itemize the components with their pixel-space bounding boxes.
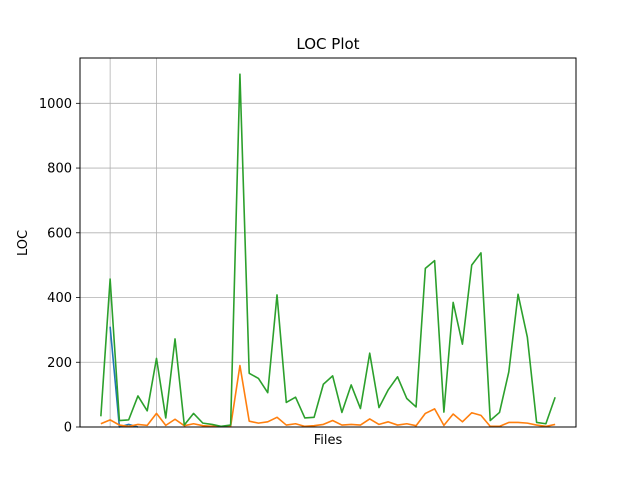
y-tick-label: 200 [47, 356, 72, 371]
y-axis-ticks: 0 200 400 600 800 1000 [39, 97, 80, 436]
series-3-line [100, 73, 556, 428]
y-tick-label: 1000 [39, 97, 72, 112]
series-lines [100, 73, 556, 428]
series-2-line [100, 364, 556, 428]
grid-lines [80, 58, 576, 428]
y-axis-label: LOC [16, 230, 31, 256]
y-tick-label: 800 [47, 162, 72, 177]
x-axis-label: Files [314, 433, 343, 448]
y-tick-label: 600 [47, 226, 72, 241]
y-tick-label: 400 [47, 291, 72, 306]
plot-frame [79, 57, 577, 428]
y-tick-label: 0 [64, 421, 72, 436]
chart-title: LOC Plot [296, 35, 359, 53]
